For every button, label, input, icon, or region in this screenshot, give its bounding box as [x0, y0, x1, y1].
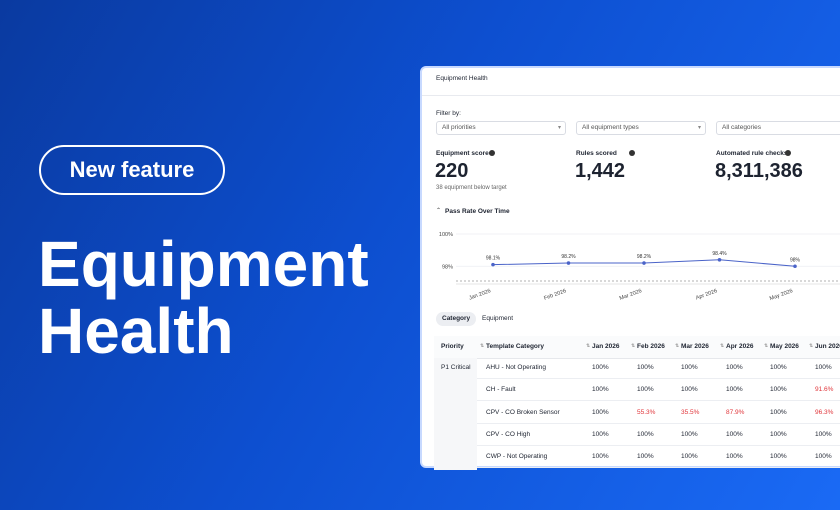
metric-value: 8,311,386 — [715, 160, 803, 182]
value-cell: 100% — [592, 430, 609, 438]
row-divider — [477, 467, 840, 469]
point — [793, 264, 797, 269]
info-icon — [489, 150, 495, 156]
priority-col-bg — [434, 358, 477, 470]
chart-title: Pass Rate Over Time — [445, 208, 510, 215]
sort-icon: ⇅ — [480, 343, 485, 349]
value-cell: 100% — [592, 386, 609, 394]
data-label: 98.1% — [486, 256, 501, 262]
value-cell: 100% — [770, 386, 787, 394]
divider — [422, 95, 840, 96]
sort-icon: ⇅ — [586, 343, 591, 349]
value-cell: 100% — [726, 430, 743, 438]
category-cell: CH - Fault — [486, 386, 516, 394]
metric-label: Equipment scored — [436, 150, 493, 157]
metric-value: 220 — [435, 160, 469, 182]
data-label: 98% — [790, 257, 801, 263]
sort-icon: ⇅ — [675, 343, 680, 349]
value-cell: 100% — [681, 386, 698, 394]
point — [717, 258, 722, 262]
value-cell: 100% — [592, 364, 609, 371]
value-cell: 100% — [681, 453, 698, 461]
y-tick-label: 98% — [442, 264, 453, 270]
value-cell: 100% — [770, 430, 787, 438]
value-cell: 100% — [681, 364, 698, 371]
sort-icon: ⇅ — [631, 343, 636, 349]
metric-note: 38 equipment below target — [436, 185, 507, 191]
data-label: 98.2% — [637, 254, 652, 260]
category-cell: CPV - CO Broken Sensor — [486, 408, 560, 416]
filter-select[interactable]: All priorities — [436, 121, 566, 135]
data-label: 98.4% — [712, 251, 727, 257]
row-divider — [477, 378, 840, 379]
metric-label: Rules scored — [576, 150, 617, 157]
priority-cell: P1 Critical — [441, 364, 471, 371]
value-cell: 100% — [592, 453, 609, 461]
headline: Equipment — [38, 228, 369, 300]
table-header-bg — [434, 336, 840, 359]
value-cell: 55.3% — [637, 408, 656, 416]
badge: New feature — [39, 145, 225, 195]
value-cell: 100% — [770, 453, 787, 461]
x-tick-label: Feb 2026 — [543, 288, 567, 302]
value-cell: 35.5% — [681, 408, 700, 416]
value-cell: 100% — [681, 430, 698, 438]
value-cell: 91.6% — [815, 386, 834, 394]
row-divider — [477, 444, 840, 446]
row-divider — [477, 400, 840, 402]
panel-title: Equipment Health — [436, 75, 488, 82]
value-cell: 100% — [815, 453, 832, 461]
metric-label: Automated rule checks — [716, 150, 788, 157]
value-cell: 100% — [637, 453, 654, 461]
x-tick-label: Jan 2026 — [468, 288, 491, 301]
headline: Health — [38, 295, 234, 367]
value-cell: 100% — [726, 386, 743, 394]
value-cell: 100% — [815, 430, 832, 438]
info-icon — [629, 150, 635, 156]
value-cell: 100% — [726, 453, 743, 461]
value-cell: 100% — [637, 386, 654, 394]
filter-label: Filter by: — [436, 110, 461, 117]
value-cell: 100% — [726, 364, 743, 371]
value-cell: 100% — [637, 430, 654, 438]
value-cell: 100% — [592, 408, 609, 416]
value-cell: 100% — [637, 364, 654, 371]
x-tick-label: Apr 2026 — [695, 288, 718, 301]
sort-icon: ⇅ — [809, 343, 814, 349]
row-divider — [477, 422, 840, 424]
category-cell: AHU - Not Operating — [486, 364, 546, 371]
x-tick-label: Mar 2026 — [619, 288, 643, 302]
point — [642, 261, 646, 265]
tab[interactable]: Equipment — [482, 315, 514, 322]
tab-active[interactable]: Category — [436, 312, 477, 326]
x-tick-label: May 2026 — [769, 288, 794, 302]
value-cell: 100% — [815, 364, 832, 371]
info-icon — [785, 150, 791, 156]
caret: ⌃ — [436, 208, 442, 214]
metric-value: 1,442 — [575, 160, 626, 182]
filter-select[interactable]: All categories — [716, 121, 840, 135]
point — [491, 262, 495, 267]
filter-select[interactable]: All equipment types — [576, 121, 706, 135]
value-cell: 96.3% — [815, 408, 834, 416]
y-tick-label: 100% — [439, 232, 453, 238]
data-label: 98.2% — [561, 254, 576, 260]
value-cell: 100% — [770, 408, 787, 416]
point — [566, 261, 571, 265]
category-cell: CWP - Not Operating — [486, 453, 548, 461]
value-cell: 100% — [770, 364, 787, 371]
sort-icon: ⇅ — [764, 343, 769, 349]
value-cell: 87.9% — [726, 408, 745, 416]
sort-icon: ⇅ — [720, 343, 725, 349]
category-cell: CPV - CO High — [486, 430, 531, 438]
